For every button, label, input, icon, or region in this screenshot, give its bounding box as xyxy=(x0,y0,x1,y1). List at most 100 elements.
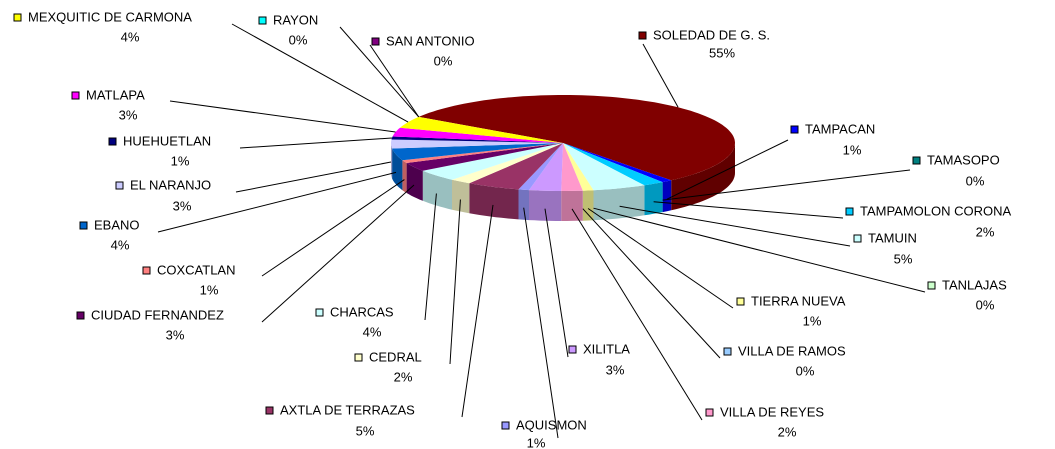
slice xyxy=(563,143,645,191)
slice-value-label: 5% xyxy=(356,423,375,438)
legend-swatch xyxy=(79,221,88,230)
leader-line xyxy=(571,208,703,421)
slice-label: TAMUIN xyxy=(868,230,917,245)
legend-swatch xyxy=(853,234,862,243)
slice-label: HUEHUETLAN xyxy=(123,133,211,148)
slice-value-label: 0% xyxy=(289,32,308,47)
legend-swatch xyxy=(108,137,117,146)
slice-value-label: 3% xyxy=(606,362,625,377)
slice xyxy=(422,143,563,180)
slice-label: TAMPACAN xyxy=(805,121,875,136)
legend-swatch xyxy=(568,345,577,354)
legend-swatch xyxy=(723,347,732,356)
slice-side xyxy=(644,182,663,216)
legend-swatch xyxy=(13,13,22,22)
leader-line xyxy=(424,193,437,321)
slice-side xyxy=(671,143,735,211)
slice xyxy=(529,143,563,191)
slice-value-label: 4% xyxy=(121,29,140,44)
leader-line xyxy=(593,207,926,293)
slice-side xyxy=(469,183,519,220)
slice-label: AXTLA DE TERRAZAS xyxy=(280,402,415,417)
slice-label: VILLA DE REYES xyxy=(720,404,824,419)
slice-side xyxy=(582,190,594,221)
slice-value-label: 2% xyxy=(976,224,995,239)
slice xyxy=(563,143,672,183)
slice xyxy=(391,136,563,143)
slice-label: RAYON xyxy=(273,12,318,27)
slice xyxy=(392,143,563,161)
slice xyxy=(391,139,563,149)
slice-label: CEDRAL xyxy=(369,349,422,364)
legend-swatch xyxy=(354,353,363,362)
slice-side xyxy=(422,170,452,210)
slice-side xyxy=(518,189,529,221)
legend-swatch xyxy=(265,406,274,415)
slice xyxy=(392,127,563,143)
slice xyxy=(402,143,563,163)
slice-label: TANLAJAS xyxy=(942,277,1007,292)
slice-value-label: 4% xyxy=(363,324,382,339)
slice-label: CIUDAD FERNANDEZ xyxy=(91,307,224,322)
slice-value-label: 3% xyxy=(166,327,185,342)
leader-line xyxy=(666,139,789,200)
legend-swatch xyxy=(71,91,80,100)
slice-value-label: 0% xyxy=(796,363,815,378)
leader-line xyxy=(662,169,911,201)
slice-value-label: 1% xyxy=(527,435,546,449)
slice xyxy=(563,143,663,186)
leader-line xyxy=(544,208,569,358)
slice xyxy=(452,143,563,184)
slice-side xyxy=(391,143,393,179)
leader-line xyxy=(231,23,409,123)
legend-swatch xyxy=(790,125,799,134)
slice-value-label: 55% xyxy=(709,45,735,60)
legend-swatch xyxy=(76,311,85,320)
leader-line xyxy=(339,26,420,118)
slice xyxy=(469,143,563,190)
leader-line xyxy=(235,161,392,193)
slice-value-label: 1% xyxy=(200,282,219,297)
slice-value-label: 1% xyxy=(803,313,822,328)
slice-value-label: 4% xyxy=(111,237,130,252)
slice xyxy=(561,143,583,191)
slice-label: AQUISMON xyxy=(516,417,587,432)
slice-side xyxy=(529,190,562,221)
slice-side xyxy=(392,148,403,191)
slice xyxy=(563,143,594,191)
leader-line xyxy=(582,208,721,359)
slice-side xyxy=(402,160,407,193)
legend-swatch xyxy=(736,297,745,306)
slice-label: XILITLA xyxy=(583,341,630,356)
leader-line xyxy=(642,43,679,108)
slice-label: TAMASOPO xyxy=(927,152,1000,167)
slice-label: EL NARANJO xyxy=(130,177,211,192)
slice-label: TIERRA NUEVA xyxy=(751,293,846,308)
slice-label: SOLEDAD DE G. S. xyxy=(653,27,770,42)
legend-swatch xyxy=(501,421,510,430)
leader-line xyxy=(239,137,392,149)
slice xyxy=(518,143,563,191)
leader-line xyxy=(587,208,734,309)
slice-value-label: 1% xyxy=(171,153,190,168)
slice-label: MEXQUITIC DE CARMONA xyxy=(28,9,192,24)
leader-line xyxy=(169,100,396,133)
slice xyxy=(400,116,563,143)
slice-value-label: 0% xyxy=(976,297,995,312)
slice-value-label: 2% xyxy=(394,369,413,384)
leader-line xyxy=(653,201,844,219)
leader-line xyxy=(157,171,397,233)
leader-line xyxy=(369,44,420,118)
slice-side xyxy=(662,180,672,213)
legend-swatch xyxy=(315,308,324,317)
legend-swatch xyxy=(142,266,151,275)
slice-value-label: 3% xyxy=(173,198,192,213)
slice-value-label: 0% xyxy=(966,173,985,188)
slice-label: MATLAPA xyxy=(86,87,145,102)
legend-swatch xyxy=(845,207,854,216)
slice-label: COXCATLAN xyxy=(157,262,236,277)
slice-label: SAN ANTONIO xyxy=(386,33,475,48)
slice-label: CHARCAS xyxy=(330,304,394,319)
slice-side xyxy=(452,179,470,214)
